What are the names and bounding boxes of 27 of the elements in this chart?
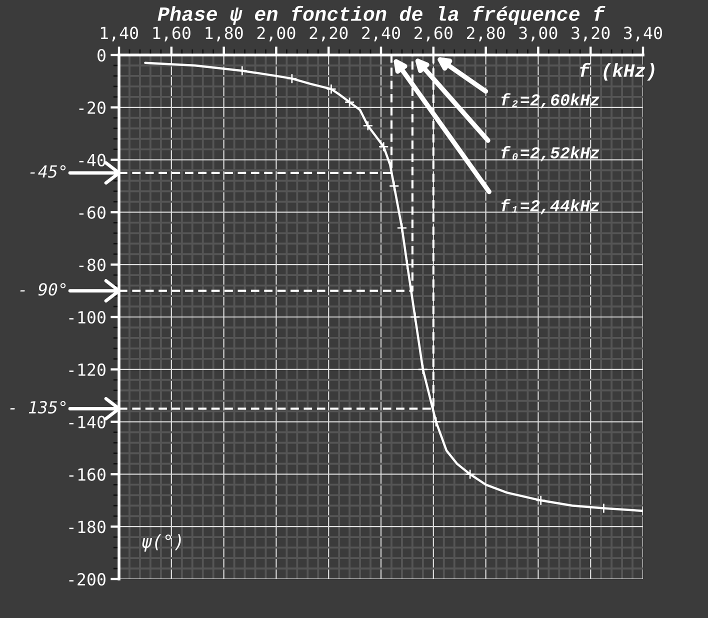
y-tick-label: -60 <box>79 206 106 219</box>
x-tick-label: 1,40 <box>100 26 138 42</box>
x-tick-label: 2,40 <box>362 26 400 42</box>
x-tick-label: 2,00 <box>257 26 296 42</box>
y-tick-label: -180 <box>69 520 106 534</box>
text: - 90° <box>20 283 66 296</box>
y-tick-label: -120 <box>69 363 106 376</box>
x-tick-label: 2,60 <box>414 26 452 42</box>
y-tick-label: -160 <box>69 468 106 481</box>
y-tick-label: -100 <box>69 311 106 324</box>
y-tick-label: -200 <box>69 573 106 586</box>
text: - 135° <box>10 400 66 414</box>
y-tick-label: 0 <box>98 49 106 62</box>
x-tick-label: 3,40 <box>624 26 662 42</box>
y-axis-title: ψ(°) <box>142 534 181 552</box>
x-tick-label: 3,00 <box>519 26 558 42</box>
text: -45° <box>30 165 66 178</box>
chart-title: Phase ψ en fonction de la fréquence f <box>158 6 606 25</box>
x-tick-label: 3,20 <box>572 26 610 42</box>
y-tick-label: -20 <box>79 101 106 114</box>
y-tick-label: -140 <box>69 416 106 428</box>
y-tick-label: -80 <box>79 258 106 272</box>
x-tick-label: 1,80 <box>206 26 243 42</box>
x-tick-label: 2,80 <box>466 26 505 42</box>
x-tick-label: 1,60 <box>153 26 190 42</box>
x-tick-label: 2,20 <box>310 26 348 42</box>
y-tick-label: -40 <box>79 154 106 166</box>
